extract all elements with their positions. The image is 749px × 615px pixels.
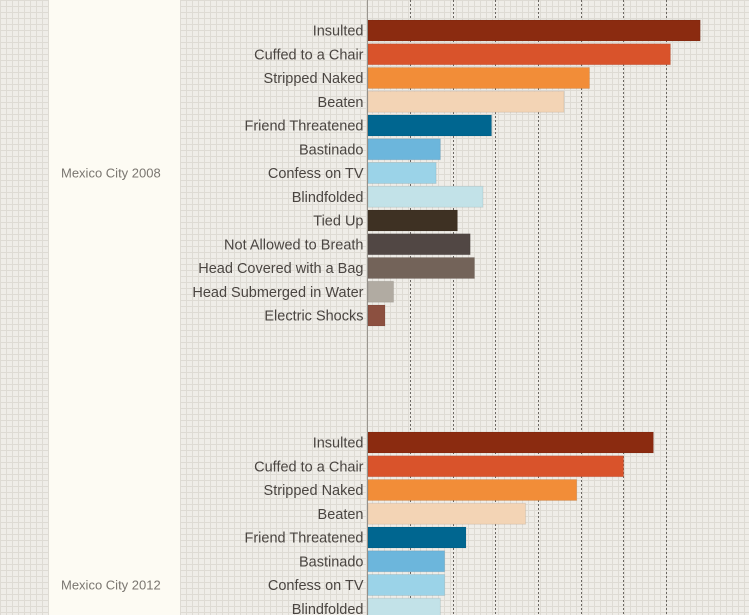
bar-not-allowed-to-breath bbox=[367, 233, 471, 256]
category-label: Beaten bbox=[318, 95, 364, 111]
category-label: Tied Up bbox=[313, 214, 363, 230]
bar-electric-shocks bbox=[367, 304, 386, 327]
bar-cuffed-to-a-chair bbox=[367, 43, 671, 66]
bar-bastinado bbox=[367, 550, 446, 573]
bar-confess-on-tv bbox=[367, 574, 446, 596]
category-label: Stripped Naked bbox=[264, 71, 364, 87]
category-label: Friend Threatened bbox=[244, 119, 363, 135]
bar-bastinado bbox=[367, 138, 441, 161]
category-label: Cuffed to a Chair bbox=[254, 459, 364, 475]
category-label: Head Covered with a Bag bbox=[198, 261, 363, 277]
group-label: Mexico City 2008 bbox=[61, 165, 161, 180]
category-label: Blindfolded bbox=[292, 602, 364, 615]
category-label: Bastinado bbox=[299, 142, 364, 158]
bar-head-submerged-in-water bbox=[367, 280, 395, 303]
bar-blindfolded bbox=[367, 597, 441, 615]
bar-beaten bbox=[367, 502, 527, 525]
category-label: Bastinado bbox=[299, 554, 364, 570]
bar-tied-up bbox=[367, 209, 458, 232]
bar-stripped-naked bbox=[367, 67, 591, 89]
category-label: Friend Threatened bbox=[244, 531, 363, 547]
category-label: Blindfolded bbox=[292, 190, 364, 206]
bar-stripped-naked bbox=[367, 479, 578, 501]
bar-friend-threatened bbox=[367, 526, 467, 549]
category-label: Beaten bbox=[318, 507, 364, 523]
category-label: Head Submerged in Water bbox=[192, 285, 363, 301]
bar-confess-on-tv bbox=[367, 162, 437, 184]
category-label: Insulted bbox=[313, 436, 364, 452]
category-label: Cuffed to a Chair bbox=[254, 47, 364, 63]
category-label: Stripped Naked bbox=[264, 483, 364, 499]
category-label: Not Allowed to Breath bbox=[224, 237, 363, 253]
group-label-panel bbox=[49, 0, 180, 615]
category-label: Electric Shocks bbox=[264, 309, 363, 325]
category-label: Confess on TV bbox=[268, 166, 364, 182]
bar-insulted bbox=[367, 19, 701, 42]
bar-friend-threatened bbox=[367, 114, 493, 137]
category-label: Confess on TV bbox=[268, 578, 364, 594]
bar-insulted bbox=[367, 431, 654, 454]
bar-blindfolded bbox=[367, 185, 484, 208]
bar-head-covered-with-a-bag bbox=[367, 257, 475, 279]
bar-beaten bbox=[367, 90, 565, 113]
group-label: Mexico City 2012 bbox=[61, 577, 161, 592]
category-label: Insulted bbox=[313, 24, 364, 40]
bar-cuffed-to-a-chair bbox=[367, 455, 625, 478]
